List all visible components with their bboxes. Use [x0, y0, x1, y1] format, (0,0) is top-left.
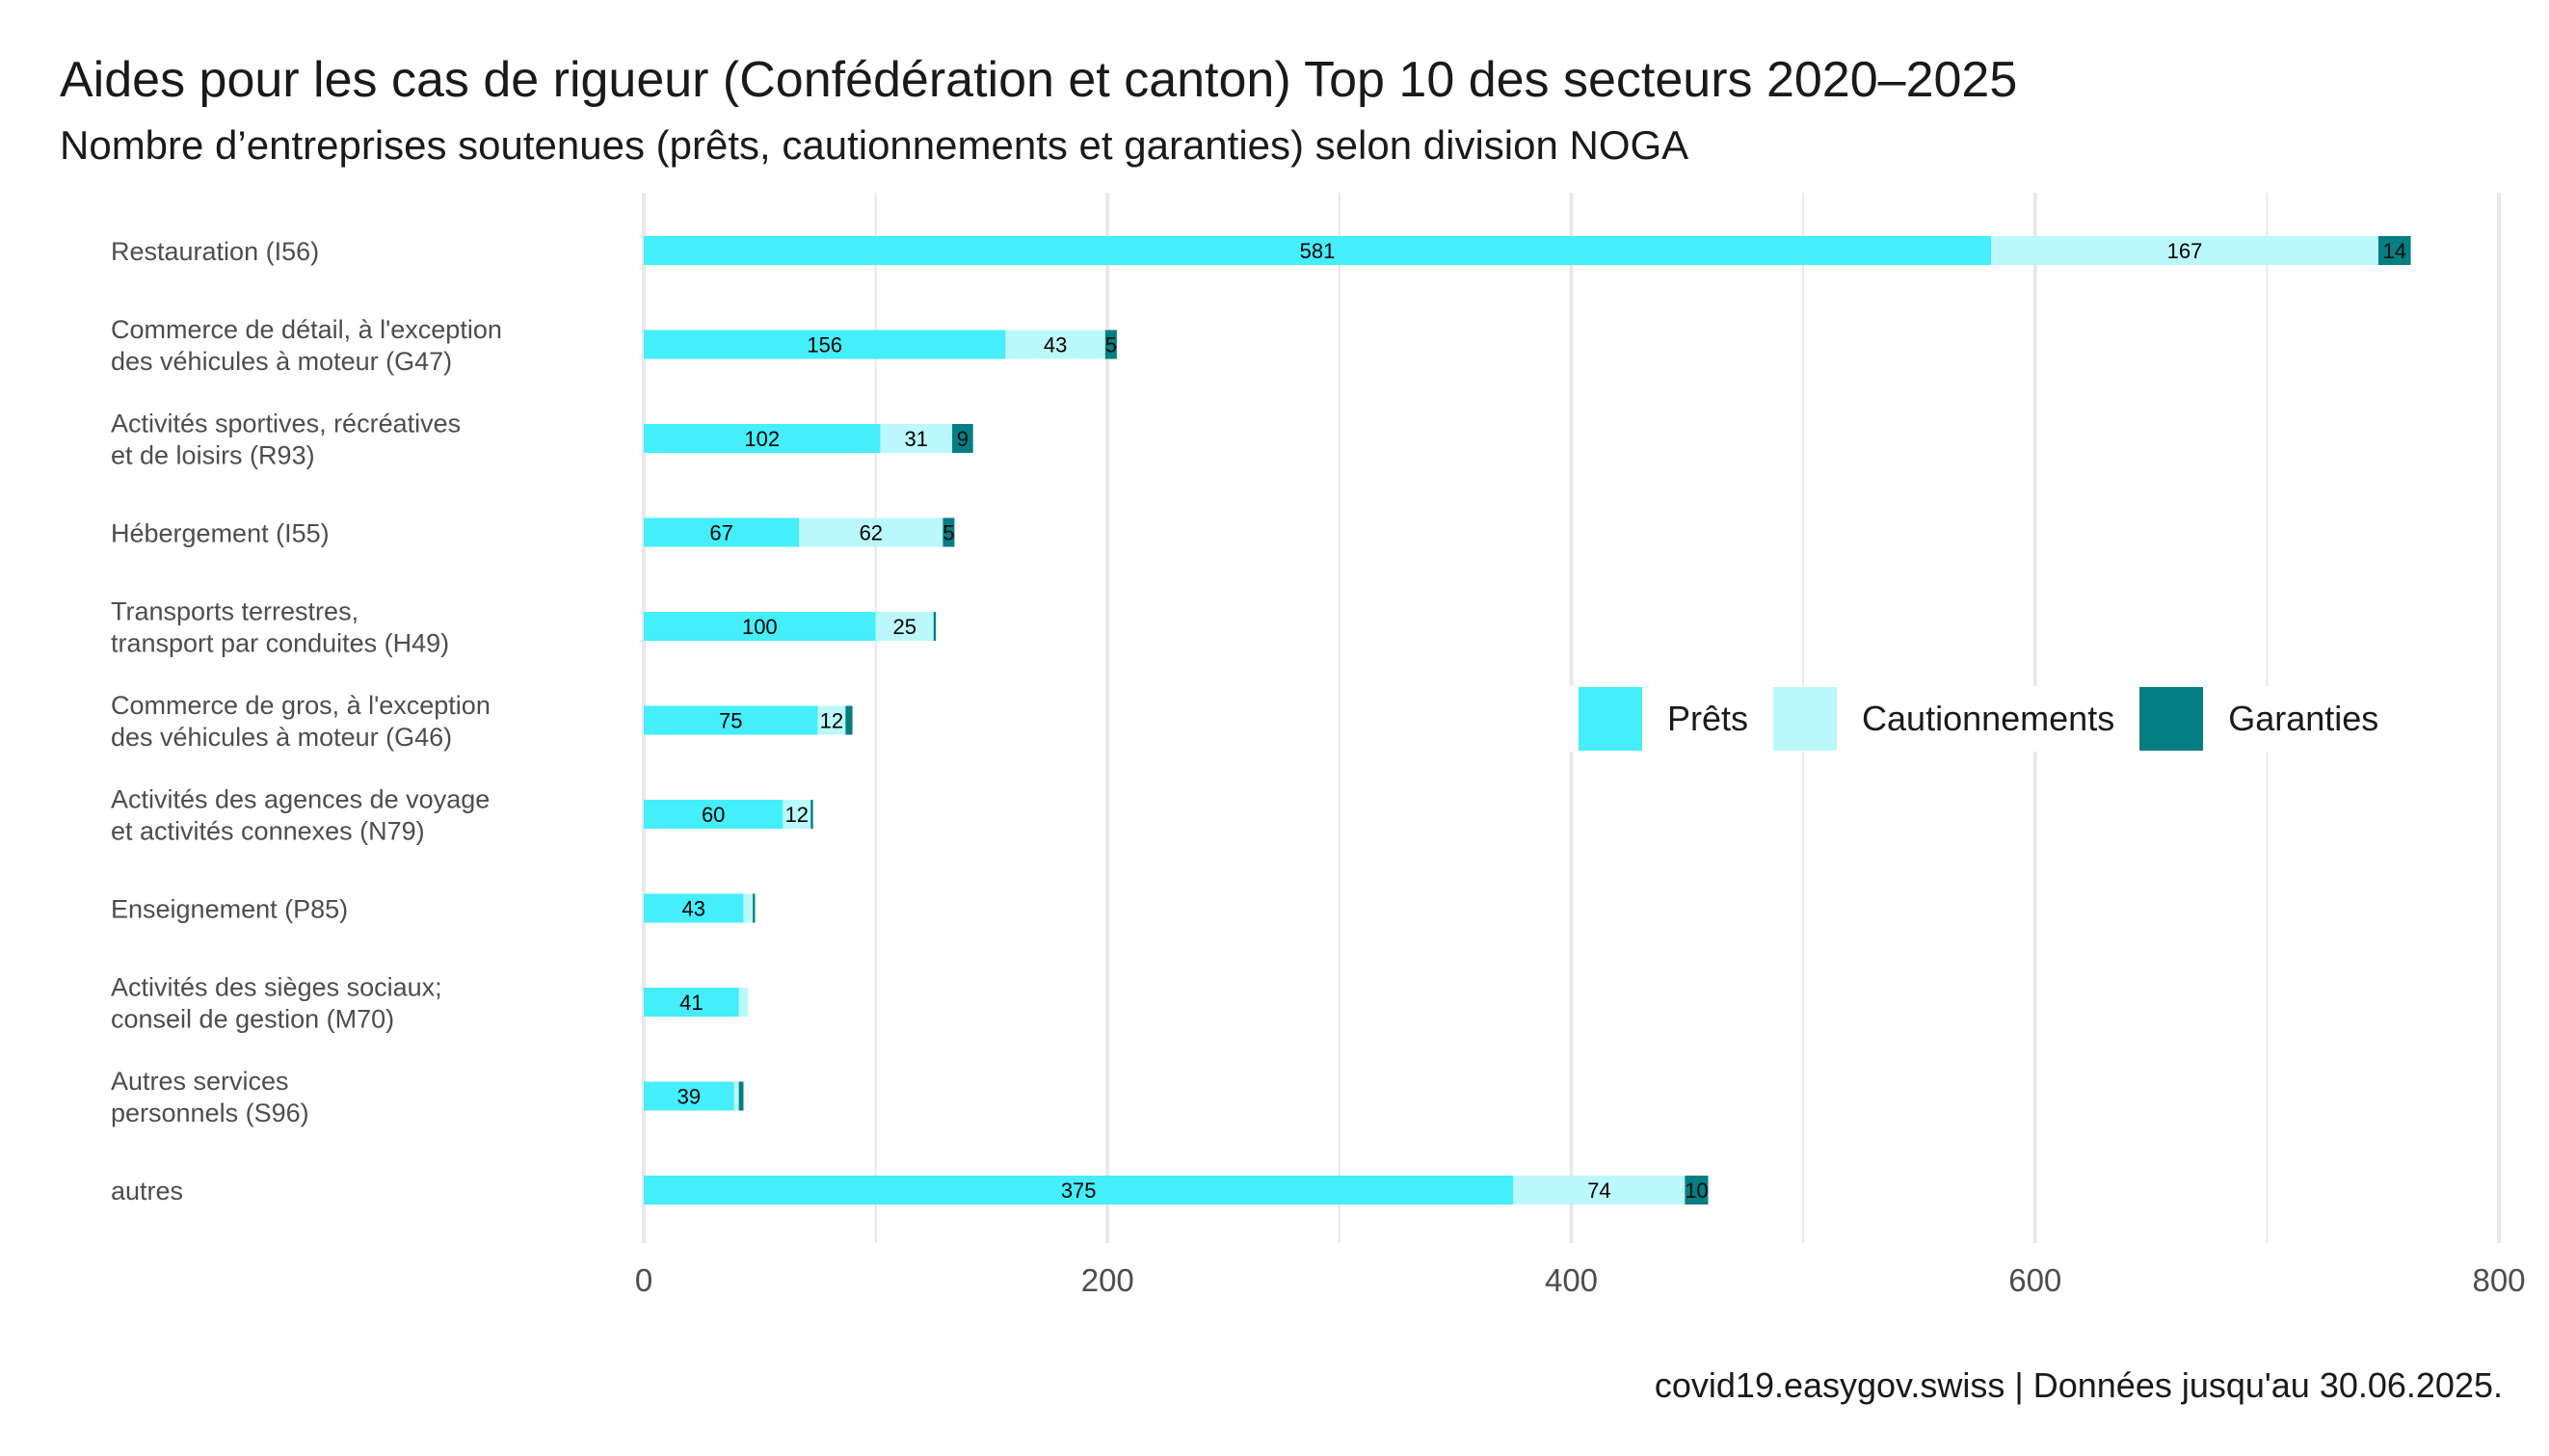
bar-value-label: 9: [957, 427, 969, 451]
bar-segment-prets: [644, 988, 739, 1017]
category-label: Activités des sièges sociaux; conseil de …: [111, 973, 442, 1034]
category-label: Activités des agences de voyage et activi…: [111, 785, 490, 846]
bar-segment-garanties: [1685, 1176, 1709, 1205]
bar-labels: 581 167 14 156 43 5 102 31 9 67 62 5 100 25 75 12 60 12 43…: [677, 239, 2406, 1203]
bar-value-label: 12: [785, 803, 809, 827]
bar-segment-garanties: [943, 517, 955, 547]
bar-segment-garanties: [2377, 236, 2411, 265]
bar-segment-cautionnements: [743, 893, 754, 923]
bar-segment-cautionnements: [1991, 236, 2378, 265]
bar-segment-prets: [644, 612, 876, 641]
bar-value-label: 375: [1061, 1178, 1097, 1203]
bar-segment-prets: [644, 1176, 1514, 1205]
bar-segment-garanties: [845, 705, 853, 735]
bar-segment-cautionnements: [783, 800, 811, 829]
bar-value-label: 5: [943, 521, 954, 545]
category-label: Transports terrestres, transport par cond…: [111, 597, 449, 658]
bar-segment-prets: [644, 517, 800, 547]
bar-segment-cautionnements: [799, 517, 943, 547]
page-title: Aides pour les cas de rigueur (Confédéra…: [60, 52, 2018, 108]
bar-segment-cautionnements: [738, 988, 749, 1017]
bar-value-label: 14: [2382, 239, 2405, 263]
bar-segment-garanties: [738, 1081, 744, 1111]
bar-value-label: 581: [1300, 239, 1336, 263]
bar-segment-cautionnements: [817, 705, 846, 735]
x-axis-ticks: 0 200 400 600 800: [635, 1262, 2526, 1298]
bar-value-label: 167: [2167, 239, 2203, 263]
bar-value-label: 156: [807, 333, 842, 357]
category-label: autres: [111, 1177, 183, 1205]
category-label: Hébergement (I55): [111, 519, 330, 548]
bar-value-label: 10: [1685, 1178, 1708, 1203]
category-label: Activités sportives, récréatives et de lo…: [111, 410, 461, 470]
legend-swatch-prets: [1579, 687, 1642, 751]
bar-segment-garanties: [753, 893, 756, 923]
legend-label-garanties: Garanties: [2228, 699, 2379, 738]
bar-segment-cautionnements: [1513, 1176, 1686, 1205]
bar-value-label: 12: [820, 709, 843, 733]
bar-segment-prets: [644, 424, 881, 453]
bar-segment-garanties: [1104, 330, 1117, 359]
bar-value-label: 60: [702, 803, 725, 827]
legend-swatch-cautionnements: [1773, 687, 1838, 751]
bar-segment-prets: [644, 1081, 734, 1111]
bar-segment-prets: [644, 800, 783, 829]
legend-label-prets: Prêts: [1667, 699, 1749, 738]
bar-segment-cautionnements: [1005, 330, 1105, 359]
bar-value-label: 102: [744, 427, 780, 451]
legend-swatch-garanties: [2139, 687, 2204, 751]
bar-value-label: 43: [681, 897, 704, 921]
bar-value-label: 5: [1105, 333, 1117, 357]
category-label: Restauration (I56): [111, 237, 319, 266]
bar-segment-garanties: [810, 800, 813, 829]
x-tick-label: 200: [1081, 1262, 1134, 1298]
legend-item-prets: Prêts: [1579, 687, 1748, 751]
bar-value-label: 39: [677, 1085, 701, 1109]
source-caption: covid19.easygov.swiss | Données jusqu'au…: [1654, 1365, 2503, 1405]
bar-value-label: 100: [742, 615, 778, 639]
category-label: Commerce de détail, à l'exception des véh…: [111, 315, 502, 376]
bar-segment-prets: [644, 236, 1992, 265]
bar-value-label: 41: [679, 991, 703, 1015]
bar-value-label: 74: [1587, 1178, 1610, 1203]
legend-label-cautionnements: Cautionnements: [1862, 699, 2115, 738]
bar-segment-prets: [644, 330, 1006, 359]
bar-segment-cautionnements: [880, 424, 953, 453]
category-label: Enseignement (P85): [111, 895, 348, 924]
x-tick-label: 600: [2008, 1262, 2061, 1298]
legend-item-cautionnements: Cautionnements: [1773, 687, 2114, 751]
x-tick-label: 800: [2472, 1262, 2525, 1298]
bar-value-label: 67: [709, 521, 732, 545]
bar-value-label: 25: [892, 615, 916, 639]
bar-value-label: 43: [1044, 333, 1067, 357]
bar-value-label: 62: [860, 521, 883, 545]
legend: Prêts Cautionnements Garanties: [1569, 686, 2414, 752]
bar-segment-cautionnements: [733, 1081, 739, 1111]
bar-value-label: 31: [904, 427, 927, 451]
bar-value-label: 75: [719, 709, 742, 733]
bar-segment-garanties: [933, 612, 937, 641]
legend-item-garanties: Garanties: [2139, 687, 2378, 751]
bar-segment-prets: [644, 893, 744, 923]
bars: [644, 236, 2411, 1205]
category-label: Autres services personnels (S96): [111, 1067, 309, 1127]
bar-segment-cautionnements: [875, 612, 934, 641]
x-tick-label: 0: [635, 1262, 652, 1298]
bar-segment-garanties: [952, 424, 973, 453]
page-subtitle: Nombre d’entreprises soutenues (prêts, c…: [60, 122, 1689, 168]
category-label: Commerce de gros, à l'exception des véhic…: [111, 691, 491, 752]
x-tick-label: 400: [1545, 1262, 1598, 1298]
bar-segment-prets: [644, 705, 818, 735]
category-labels: Restauration (I56) Commerce de détail, à …: [111, 237, 502, 1205]
